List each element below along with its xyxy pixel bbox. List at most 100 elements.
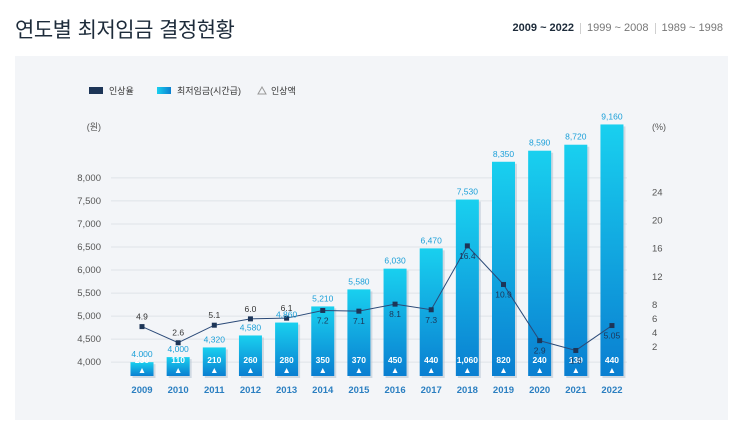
year-tick-label: 2014 [312, 385, 334, 396]
left-tick-label: 4,000 [77, 357, 101, 368]
rate-value-label: 4.9 [136, 312, 148, 322]
increase-value-label: 440 [605, 355, 619, 365]
wage-bar [238, 335, 262, 376]
increase-marker [428, 368, 434, 373]
year-tick-label: 2017 [421, 385, 442, 396]
increase-marker [501, 368, 506, 373]
increase-value-label: 450 [388, 355, 402, 365]
left-tick-label: 4,500 [77, 334, 101, 345]
increase-value-label: 370 [352, 355, 366, 365]
wage-value-label: 4,000 [131, 349, 153, 359]
rate-point [211, 322, 217, 328]
increase-marker [211, 368, 217, 373]
increase-marker [356, 368, 362, 373]
increase-marker [537, 368, 543, 373]
wage-bar [275, 322, 299, 376]
chart-legend: 인상율 최저임금(시간급) 인상액 [89, 85, 296, 96]
wage-value-label: 6,470 [421, 235, 443, 245]
left-tick-label: 6,000 [77, 265, 101, 276]
increase-marker [247, 368, 253, 373]
rate-value-label: 7.2 [317, 315, 329, 325]
wage-bar [455, 199, 479, 376]
rate-value-label: 2.9 [534, 346, 546, 356]
wage-bar [383, 268, 407, 376]
increase-marker [284, 368, 290, 373]
wage-value-label: 4,000 [168, 344, 190, 354]
rate-point [284, 315, 290, 321]
wage-value-label: 4,860 [276, 310, 298, 320]
increase-value-label: 210 [207, 355, 221, 365]
rate-point [537, 338, 543, 344]
rate-value-label: 2.6 [172, 328, 184, 338]
rate-line [141, 245, 613, 352]
right-tick-label: 6 [652, 314, 657, 325]
rate-point [392, 301, 398, 307]
rate-value-label: 6.1 [281, 303, 293, 313]
wage-value-label: 5,210 [312, 293, 334, 303]
rate-point [609, 323, 615, 329]
tab-divider [654, 22, 656, 34]
wage-bar [202, 347, 226, 376]
increase-value-label: 130 [569, 355, 583, 365]
rate-point [573, 347, 579, 353]
left-tick-label: 6,500 [77, 242, 101, 253]
rate-value-label: 6.0 [245, 304, 257, 314]
year-tick-label: 2018 [457, 385, 478, 396]
rate-point [356, 308, 362, 314]
wage-value-label: 5,580 [348, 276, 370, 286]
increase-marker [175, 368, 181, 373]
rate-value-label: 16.4 [459, 251, 476, 261]
wage-value-label: 4,320 [204, 334, 226, 344]
rate-point [501, 281, 506, 287]
wage-bar [528, 150, 552, 376]
tab-1989-1998[interactable]: 1989 ~ 1998 [661, 22, 723, 34]
right-tick-label: 8 [652, 300, 657, 311]
left-tick-label: 7,500 [77, 196, 101, 207]
year-tick-label: 2019 [493, 385, 514, 396]
increase-marker [609, 368, 615, 373]
rate-value-label: 5.05 [604, 331, 621, 341]
year-tick-label: 2021 [565, 385, 587, 396]
legend-swatch-increase [257, 85, 267, 95]
increase-value-label: 240 [533, 355, 547, 365]
rate-value-label: 7.3 [425, 315, 437, 325]
legend-label-rate: 인상율 [109, 86, 134, 96]
wage-value-label: 8,590 [529, 138, 551, 148]
wage-bar [600, 124, 624, 376]
rate-value-label: 5.1 [208, 310, 220, 320]
tab-2009-2022[interactable]: 2009 ~ 2022 [512, 22, 575, 34]
tab-1999-2008[interactable]: 1999 ~ 2008 [587, 22, 649, 34]
right-axis-unit: (%) [652, 122, 666, 132]
increase-marker [320, 368, 326, 373]
period-tabs: 2009 ~ 2022 1999 ~ 2008 1989 ~ 1998 [507, 22, 729, 34]
rate-point [175, 340, 181, 346]
year-tick-label: 2022 [601, 385, 622, 396]
wage-bar [564, 144, 588, 376]
right-tick-label: 4 [652, 328, 657, 339]
rate-value-label: 1.5 [570, 355, 582, 365]
left-axis-unit: (원) [87, 122, 101, 132]
rate-value-label: 7.1 [353, 316, 365, 326]
wage-value-label: 8,350 [493, 149, 515, 159]
page-title: 연도별 최저임금 결정현황 [15, 18, 235, 42]
wage-value-label: 7,530 [457, 187, 479, 197]
right-tick-label: 20 [652, 216, 663, 227]
right-tick-label: 12 [652, 272, 663, 283]
wage-chart: 인상율 최저임금(시간급) 인상액 (원) (%) 4,000 4,500 5,00… [77, 85, 666, 396]
year-tick-label: 2015 [348, 385, 370, 396]
legend-swatch-rate [89, 87, 103, 94]
wage-value-label: 6,030 [384, 256, 406, 266]
increase-marker [139, 368, 145, 373]
tab-divider [580, 22, 582, 34]
increase-marker [392, 368, 398, 373]
increase-value-label: 280 [280, 355, 294, 365]
wage-value-label: 8,720 [565, 132, 587, 142]
increase-marker [573, 368, 579, 373]
wage-bar [492, 161, 515, 376]
left-tick-label: 8,000 [77, 173, 101, 184]
increase-value-label: 230 [135, 355, 149, 365]
rate-point [428, 307, 434, 313]
left-tick-label: 5,500 [77, 288, 101, 299]
rate-point [139, 324, 145, 330]
increase-value-label: 260 [243, 355, 257, 365]
